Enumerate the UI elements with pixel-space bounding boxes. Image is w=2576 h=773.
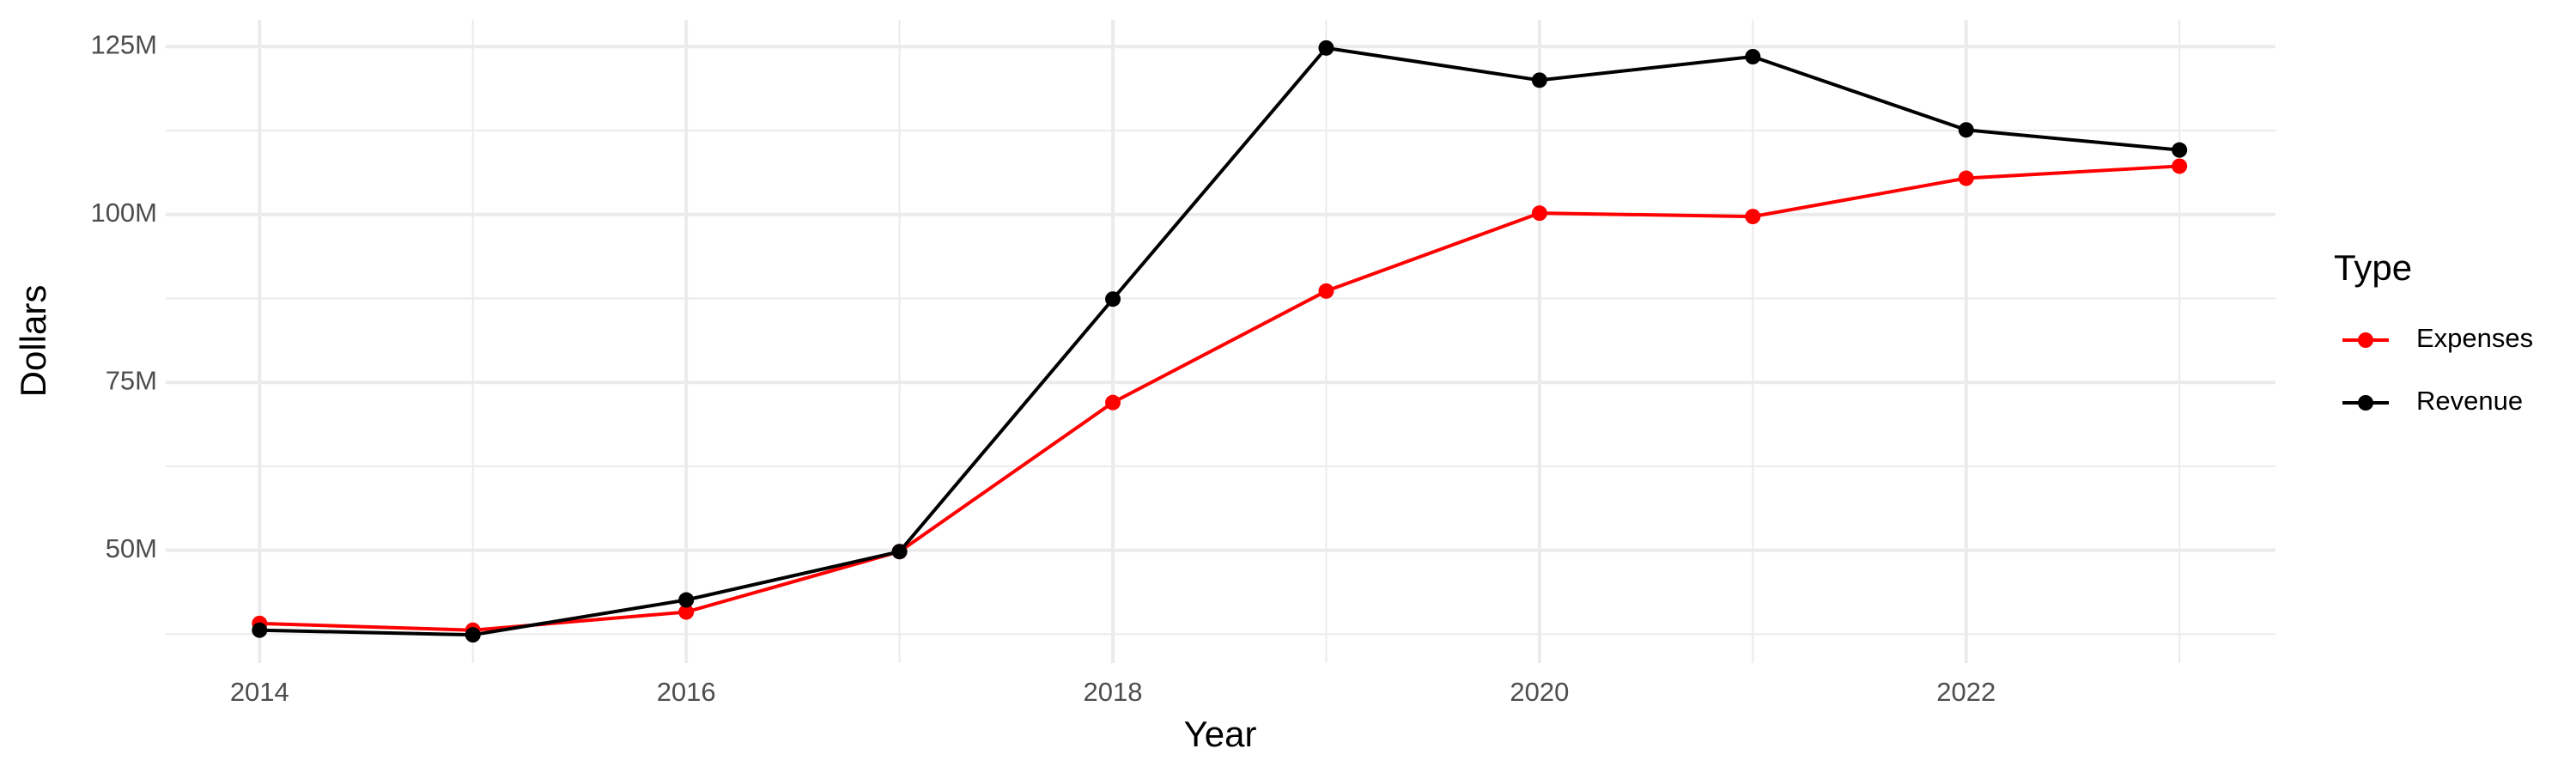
data-point [465,627,481,643]
data-point [678,592,695,608]
data-point [1105,291,1121,307]
x-axis-title: Year [1184,714,1257,754]
y-tick-label: 75M [106,365,157,395]
x-tick-label: 2014 [230,677,289,707]
y-tick-label: 100M [90,198,157,228]
data-point [1745,209,1761,225]
series-line [259,164,2180,632]
data-point [1745,49,1761,65]
legend-label: Revenue [2416,386,2523,416]
y-tick-label: 50M [106,533,157,563]
x-tick-label: 2016 [657,677,716,707]
data-point [1531,205,1547,222]
data-point [891,544,908,560]
series-line [259,46,2180,637]
x-tick-label: 2020 [1510,677,1569,707]
legend-marker [2358,332,2373,348]
legend-title: Type [2334,247,2412,288]
data-point [1531,72,1547,88]
data-point [2172,142,2188,158]
data-point [1958,170,1974,186]
data-point [2172,158,2188,174]
data-point [1105,394,1121,411]
legend-marker [2358,395,2373,411]
x-tick-label: 2022 [1936,677,1996,707]
legend-label: Expenses [2416,323,2533,353]
y-tick-label: 125M [90,29,157,59]
data-point [1318,40,1334,56]
data-point [678,604,695,620]
data-point [1958,122,1974,138]
x-tick-label: 2018 [1084,677,1143,707]
y-axis-title: Dollars [13,285,53,398]
data-point [1318,283,1334,299]
data-point [252,622,268,638]
